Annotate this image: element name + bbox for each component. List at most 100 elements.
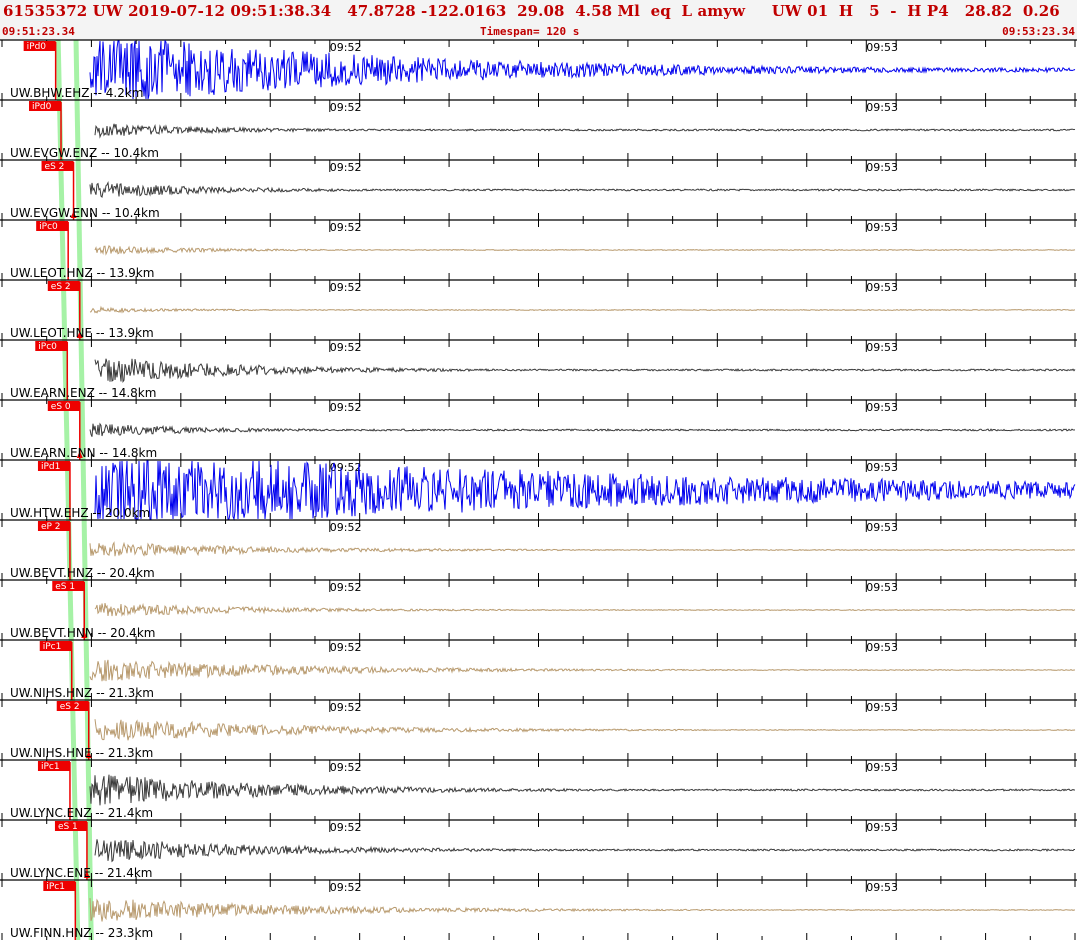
event-title: 61535372 UW 2019-07-12 09:51:38.34 47.87…	[3, 2, 1060, 20]
pick-flag	[39, 641, 72, 651]
minute-label: 09:52	[330, 341, 362, 354]
minute-label: 09:53	[866, 341, 898, 354]
waveform-trace	[89, 181, 1076, 198]
pick-arrow	[76, 331, 83, 338]
pick-flag	[52, 581, 85, 591]
station-label: UW.BEVT.HNZ -- 20.4km	[10, 566, 155, 580]
time-end-label: 09:53:23.34	[1002, 25, 1075, 38]
waveform-trace	[89, 898, 1075, 922]
pick-flag	[35, 341, 68, 351]
station-label: UW.LEOT.HNZ -- 13.9km	[10, 266, 154, 280]
station-label: UW.NIHS.HNZ -- 21.3km	[10, 686, 154, 700]
pick-label: eS 1	[55, 582, 75, 592]
waveform-trace	[89, 422, 1076, 437]
minute-label: 09:53	[866, 401, 898, 414]
waveform-trace	[89, 305, 1076, 314]
pick-arrow	[85, 751, 92, 758]
waveform-trace	[94, 123, 1076, 139]
station-label: UW.LEOT.HNE -- 13.9km	[10, 326, 154, 340]
pick-label: eP 2	[41, 522, 61, 532]
pick-label: iPc0	[39, 222, 58, 232]
pick-flag	[41, 161, 74, 171]
minute-label: 09:52	[330, 521, 362, 534]
minute-label: 09:53	[866, 701, 898, 714]
minute-label: 09:53	[866, 101, 898, 114]
minute-label: 09:52	[330, 761, 362, 774]
waveform-trace	[89, 39, 1076, 100]
waveform-trace	[94, 358, 1076, 384]
pick-arrow	[70, 211, 77, 218]
minute-label: 09:53	[866, 221, 898, 234]
pick-flag	[56, 701, 89, 711]
pick-label: iPd1	[41, 462, 60, 472]
pick-flag	[43, 881, 76, 891]
pick-flag	[23, 41, 56, 51]
time-start-label: 09:51:23.34	[2, 25, 75, 38]
pick-flag	[37, 521, 70, 531]
pick-flag	[37, 761, 70, 771]
station-label: UW.EVGW.ENN -- 10.4km	[10, 206, 160, 220]
pick-label: iPd0	[32, 102, 52, 112]
station-label: UW.LYNC.ENE -- 21.4km	[10, 866, 152, 880]
station-label: UW.HTW.EHZ -- 20.0km	[10, 506, 150, 520]
station-label: UW.LYNC.ENZ -- 21.4km	[10, 806, 153, 820]
minute-label: 09:53	[866, 581, 898, 594]
station-label: UW.NIHS.HNE -- 21.3km	[10, 746, 153, 760]
minute-label: 09:52	[330, 401, 362, 414]
minute-label: 09:52	[330, 101, 362, 114]
station-label: UW.EVGW.ENZ -- 10.4km	[10, 146, 159, 160]
pick-label: iPc0	[38, 342, 57, 352]
minute-label: 09:52	[330, 701, 362, 714]
timespan-label: Timespan= 120 s	[480, 25, 580, 38]
pick-flag	[37, 461, 70, 471]
pick-label: eS 2	[51, 282, 71, 292]
pick-arrow	[83, 871, 90, 878]
waveform-trace	[94, 460, 1076, 521]
pick-label: eS 2	[60, 702, 80, 712]
header-bar: 61535372 UW 2019-07-12 09:51:38.34 47.87…	[0, 0, 1077, 40]
pick-arrow	[81, 631, 88, 638]
minute-label: 09:53	[866, 461, 898, 474]
waveform-trace	[89, 659, 1075, 682]
minute-label: 09:52	[330, 581, 362, 594]
waveform-trace	[94, 602, 1076, 617]
pick-label: iPc1	[41, 762, 60, 772]
minute-label: 09:52	[330, 641, 362, 654]
station-label: UW.FINN.HNZ -- 23.3km	[10, 926, 153, 940]
pick-flag	[54, 821, 87, 831]
minute-label: 09:52	[330, 41, 362, 54]
pick-arrow	[76, 451, 83, 458]
station-label: UW.BEVT.HNN -- 20.4km	[10, 626, 155, 640]
minute-label: 09:52	[330, 221, 362, 234]
pick-flag	[29, 101, 62, 111]
station-label: UW.BHW.EHZ -- 4.2km	[10, 86, 143, 100]
minute-label: 09:53	[866, 641, 898, 654]
waveform-trace	[94, 244, 1076, 256]
pick-label: iPc1	[43, 642, 62, 652]
minute-label: 09:52	[330, 461, 362, 474]
minute-label: 09:52	[330, 821, 362, 834]
minute-label: 09:53	[866, 761, 898, 774]
minute-label: 09:53	[866, 281, 898, 294]
minute-label: 09:52	[330, 281, 362, 294]
station-label: UW.EARN.ENZ -- 14.8km	[10, 386, 156, 400]
p-arrival-band	[55, 40, 81, 940]
minute-label: 09:53	[866, 521, 898, 534]
minute-label: 09:53	[866, 821, 898, 834]
pick-label: iPd0	[27, 42, 47, 52]
waveform-trace	[89, 541, 1075, 557]
minute-label: 09:53	[866, 881, 898, 894]
pick-label: iPc1	[46, 882, 65, 892]
minute-label: 09:52	[330, 161, 362, 174]
pick-label: eS 1	[58, 822, 78, 832]
waveform-trace	[94, 839, 1075, 863]
minute-label: 09:52	[330, 881, 362, 894]
minute-label: 09:53	[866, 41, 898, 54]
minute-label: 09:53	[866, 161, 898, 174]
waveform-trace	[94, 719, 1076, 741]
pick-flag	[36, 221, 69, 231]
waveform-trace	[89, 774, 1075, 806]
station-label: UW.EARN.ENN -- 14.8km	[10, 446, 157, 460]
